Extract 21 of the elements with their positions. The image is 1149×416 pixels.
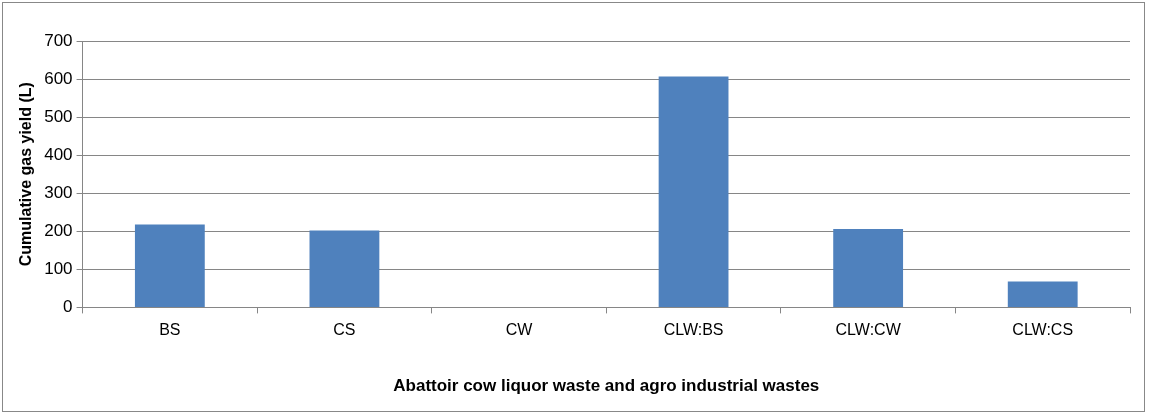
y-tick-label: 400 bbox=[44, 144, 73, 164]
y-tick-label: 0 bbox=[63, 297, 73, 317]
x-tick-label: BS bbox=[159, 321, 181, 339]
x-tick-label: CS bbox=[333, 321, 356, 339]
bar bbox=[658, 76, 729, 307]
x-tick-label: CLW:CW bbox=[835, 321, 902, 339]
x-axis-title: Abattoir cow liquor waste and agro industrial wastes bbox=[393, 376, 820, 396]
x-tick-label: CLW:BS bbox=[663, 321, 724, 339]
y-tick-label: 600 bbox=[44, 68, 73, 88]
y-tick-label: 700 bbox=[44, 30, 73, 50]
y-tick-label: 300 bbox=[44, 182, 73, 202]
y-tick-label: 100 bbox=[44, 259, 73, 279]
y-axis-title: Cumulative gas yield (L) bbox=[17, 82, 35, 267]
x-tick-label: CLW:CS bbox=[1012, 321, 1074, 339]
bar bbox=[134, 224, 205, 307]
bar bbox=[833, 229, 904, 307]
y-tick-label: 500 bbox=[44, 106, 73, 126]
x-tick-label: CW bbox=[505, 321, 534, 339]
bar bbox=[309, 230, 380, 307]
y-tick-label: 200 bbox=[44, 220, 73, 240]
bar bbox=[1007, 281, 1078, 307]
